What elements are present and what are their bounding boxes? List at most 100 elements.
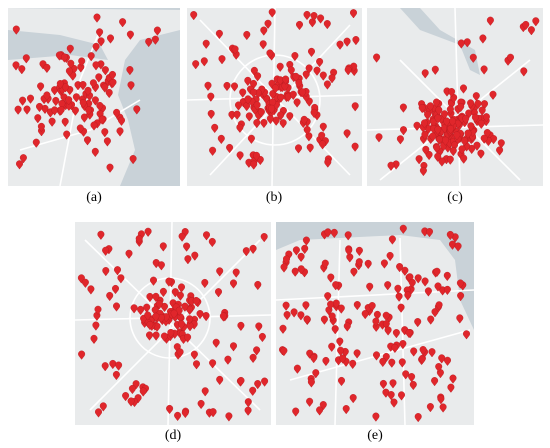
- marker: [144, 227, 152, 237]
- marker: [209, 408, 217, 418]
- marker: [421, 277, 429, 287]
- marker: [421, 119, 428, 129]
- marker: [439, 403, 447, 413]
- marker: [291, 267, 299, 277]
- marker: [282, 301, 290, 311]
- marker: [71, 106, 79, 116]
- marker: [143, 303, 151, 313]
- marker: [310, 354, 318, 364]
- marker: [426, 102, 434, 112]
- marker: [361, 310, 369, 320]
- marker: [419, 346, 427, 356]
- marker: [32, 138, 40, 148]
- marker: [125, 249, 133, 259]
- marker: [159, 242, 167, 252]
- marker: [295, 79, 303, 89]
- marker: [390, 398, 398, 408]
- marker: [146, 320, 154, 331]
- marker: [398, 358, 406, 368]
- marker: [202, 39, 210, 49]
- marker: [392, 329, 400, 339]
- marker: [431, 65, 439, 75]
- marker: [127, 81, 135, 91]
- marker: [468, 144, 476, 155]
- marker: [337, 304, 345, 314]
- marker: [80, 113, 88, 123]
- marker: [337, 346, 345, 356]
- marker: [106, 291, 114, 302]
- marker: [178, 232, 186, 242]
- marker: [431, 377, 439, 387]
- marker: [297, 311, 305, 321]
- marker: [277, 93, 285, 103]
- marker: [413, 121, 421, 131]
- marker: [448, 88, 456, 98]
- marker: [253, 346, 261, 356]
- marker: [250, 160, 258, 170]
- marker: [78, 57, 86, 67]
- marker: [130, 304, 138, 314]
- marker: [22, 54, 30, 64]
- marker: [289, 90, 297, 100]
- marker: [396, 135, 404, 145]
- marker: [97, 37, 105, 47]
- marker: [434, 282, 442, 292]
- marker: [418, 104, 426, 114]
- marker: [269, 90, 277, 100]
- marker: [408, 278, 416, 289]
- marker: [408, 373, 416, 383]
- panel-label: (e): [367, 428, 383, 443]
- marker: [225, 412, 233, 422]
- marker: [396, 263, 404, 273]
- marker: [152, 331, 160, 341]
- marker: [306, 143, 314, 153]
- marker: [322, 356, 330, 367]
- marker: [249, 353, 257, 364]
- marker: [186, 305, 194, 315]
- marker: [320, 315, 328, 325]
- marker: [224, 355, 232, 365]
- marker: [217, 134, 225, 145]
- marker: [419, 166, 427, 177]
- marker: [307, 378, 315, 388]
- marker: [469, 53, 477, 63]
- marker: [443, 285, 451, 296]
- marker: [327, 300, 335, 310]
- marker: [479, 34, 487, 44]
- marker: [463, 330, 470, 340]
- marker: [260, 26, 268, 36]
- marker: [101, 66, 109, 76]
- marker: [496, 146, 504, 156]
- marker: [192, 60, 200, 70]
- marker: [208, 237, 216, 248]
- marker: [242, 247, 250, 257]
- marker: [319, 140, 327, 150]
- marker: [12, 25, 20, 35]
- marker: [79, 81, 87, 91]
- marker: [297, 252, 305, 263]
- marker: [152, 292, 160, 303]
- marker: [107, 34, 114, 44]
- marker: [95, 408, 102, 418]
- marker: [433, 144, 441, 154]
- marker: [18, 65, 26, 75]
- marker: [178, 320, 185, 330]
- marker: [23, 105, 31, 115]
- marker: [473, 141, 481, 151]
- marker: [368, 302, 376, 312]
- marker: [165, 277, 173, 287]
- map-a: [8, 8, 180, 187]
- marker: [387, 161, 395, 171]
- marker: [268, 8, 276, 18]
- marker: [79, 99, 87, 109]
- marker: [292, 72, 300, 83]
- marker: [339, 354, 347, 364]
- marker: [186, 315, 194, 325]
- marker: [414, 413, 422, 423]
- marker: [344, 66, 352, 76]
- marker: [193, 360, 200, 370]
- marker: [308, 47, 315, 58]
- marker: [135, 235, 143, 245]
- marker: [94, 305, 102, 315]
- marker: [129, 155, 137, 165]
